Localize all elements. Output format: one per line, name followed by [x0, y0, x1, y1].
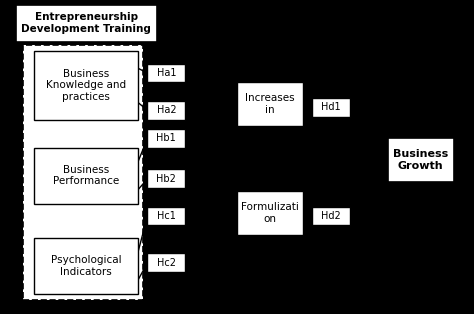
FancyBboxPatch shape	[23, 45, 143, 300]
FancyBboxPatch shape	[237, 82, 303, 126]
Text: Business
Performance: Business Performance	[53, 165, 119, 187]
FancyBboxPatch shape	[312, 207, 350, 225]
FancyBboxPatch shape	[16, 4, 157, 42]
FancyBboxPatch shape	[147, 170, 185, 188]
FancyBboxPatch shape	[35, 51, 138, 120]
FancyBboxPatch shape	[35, 148, 138, 204]
Text: Business
Knowledge and
practices: Business Knowledge and practices	[46, 69, 126, 102]
FancyBboxPatch shape	[147, 129, 185, 148]
Text: Formulizati
on: Formulizati on	[241, 202, 299, 224]
FancyBboxPatch shape	[388, 138, 454, 182]
Text: Hb2: Hb2	[156, 174, 176, 184]
Text: Entrepreneurship
Development Training: Entrepreneurship Development Training	[21, 12, 151, 34]
FancyBboxPatch shape	[237, 191, 303, 235]
Text: Hc1: Hc1	[157, 211, 176, 221]
Text: Hb1: Hb1	[156, 133, 176, 143]
Text: Increases
in: Increases in	[245, 93, 295, 115]
FancyBboxPatch shape	[147, 64, 185, 82]
FancyBboxPatch shape	[35, 238, 138, 294]
Text: Ha2: Ha2	[156, 105, 176, 115]
FancyBboxPatch shape	[147, 101, 185, 120]
Text: Hc2: Hc2	[157, 258, 176, 268]
FancyBboxPatch shape	[147, 253, 185, 272]
FancyBboxPatch shape	[147, 207, 185, 225]
Text: Ha1: Ha1	[156, 68, 176, 78]
Text: Hd2: Hd2	[321, 211, 341, 221]
FancyBboxPatch shape	[312, 98, 350, 116]
Text: Psychological
Indicators: Psychological Indicators	[51, 255, 121, 277]
Text: Hd1: Hd1	[321, 102, 341, 112]
Text: Business
Growth: Business Growth	[393, 149, 448, 171]
